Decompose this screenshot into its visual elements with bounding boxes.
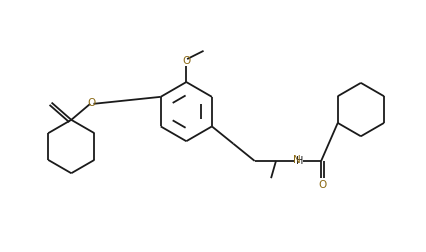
Text: O: O [88, 98, 96, 108]
Text: O: O [319, 180, 327, 190]
Text: O: O [182, 56, 190, 66]
Text: H: H [296, 155, 303, 166]
Text: N: N [293, 155, 300, 165]
